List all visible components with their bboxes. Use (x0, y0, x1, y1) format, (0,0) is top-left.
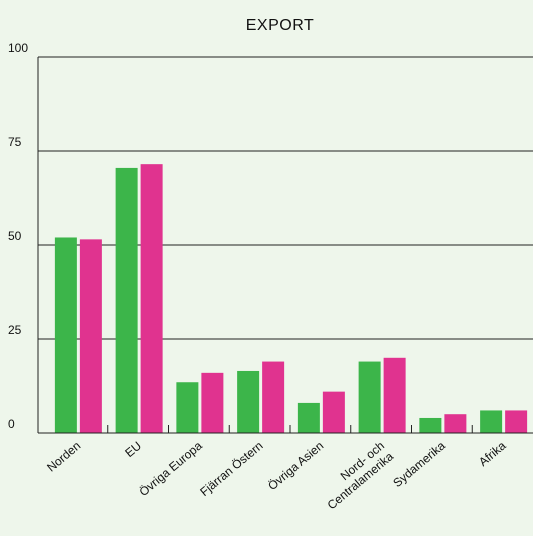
x-tick-label: Afrika (476, 438, 509, 469)
bar-1-6 (419, 417, 442, 433)
gridlines (38, 56, 533, 340)
x-tick-label: EU (122, 439, 144, 460)
x-tick-label: Fjärran Östern (197, 439, 265, 499)
bar-1-0 (54, 237, 77, 433)
bar-2-6 (444, 414, 467, 433)
axes (37, 57, 533, 434)
bar-2-1 (140, 164, 163, 433)
x-tick-label: Övriga Asien (265, 439, 326, 493)
bars (54, 164, 528, 434)
bar-1-5 (358, 361, 381, 433)
bar-2-2 (201, 372, 224, 433)
bar-1-1 (115, 167, 138, 434)
bar-1-2 (176, 382, 199, 433)
y-tick-label: 25 (8, 323, 22, 337)
y-tick-label: 75 (8, 135, 22, 149)
bar-2-3 (262, 361, 285, 433)
x-tick-label: Norden (44, 439, 83, 475)
x-tick-label: Nord- ochCentralamerika (316, 438, 397, 512)
bar-2-4 (322, 391, 345, 433)
bar-2-7 (505, 410, 528, 433)
bar-1-4 (297, 402, 320, 433)
x-tick-label: Övriga Europa (137, 438, 206, 499)
bar-1-3 (237, 370, 260, 433)
y-tick-label: 100 (8, 41, 28, 55)
bar-1-7 (480, 410, 503, 433)
chart-title: EXPORT (246, 17, 315, 34)
x-tick-label: Sydamerika (390, 438, 448, 490)
y-tick-label: 0 (8, 417, 15, 431)
bar-2-0 (79, 239, 102, 433)
bar-2-5 (383, 357, 406, 433)
y-tick-label: 50 (8, 229, 22, 243)
